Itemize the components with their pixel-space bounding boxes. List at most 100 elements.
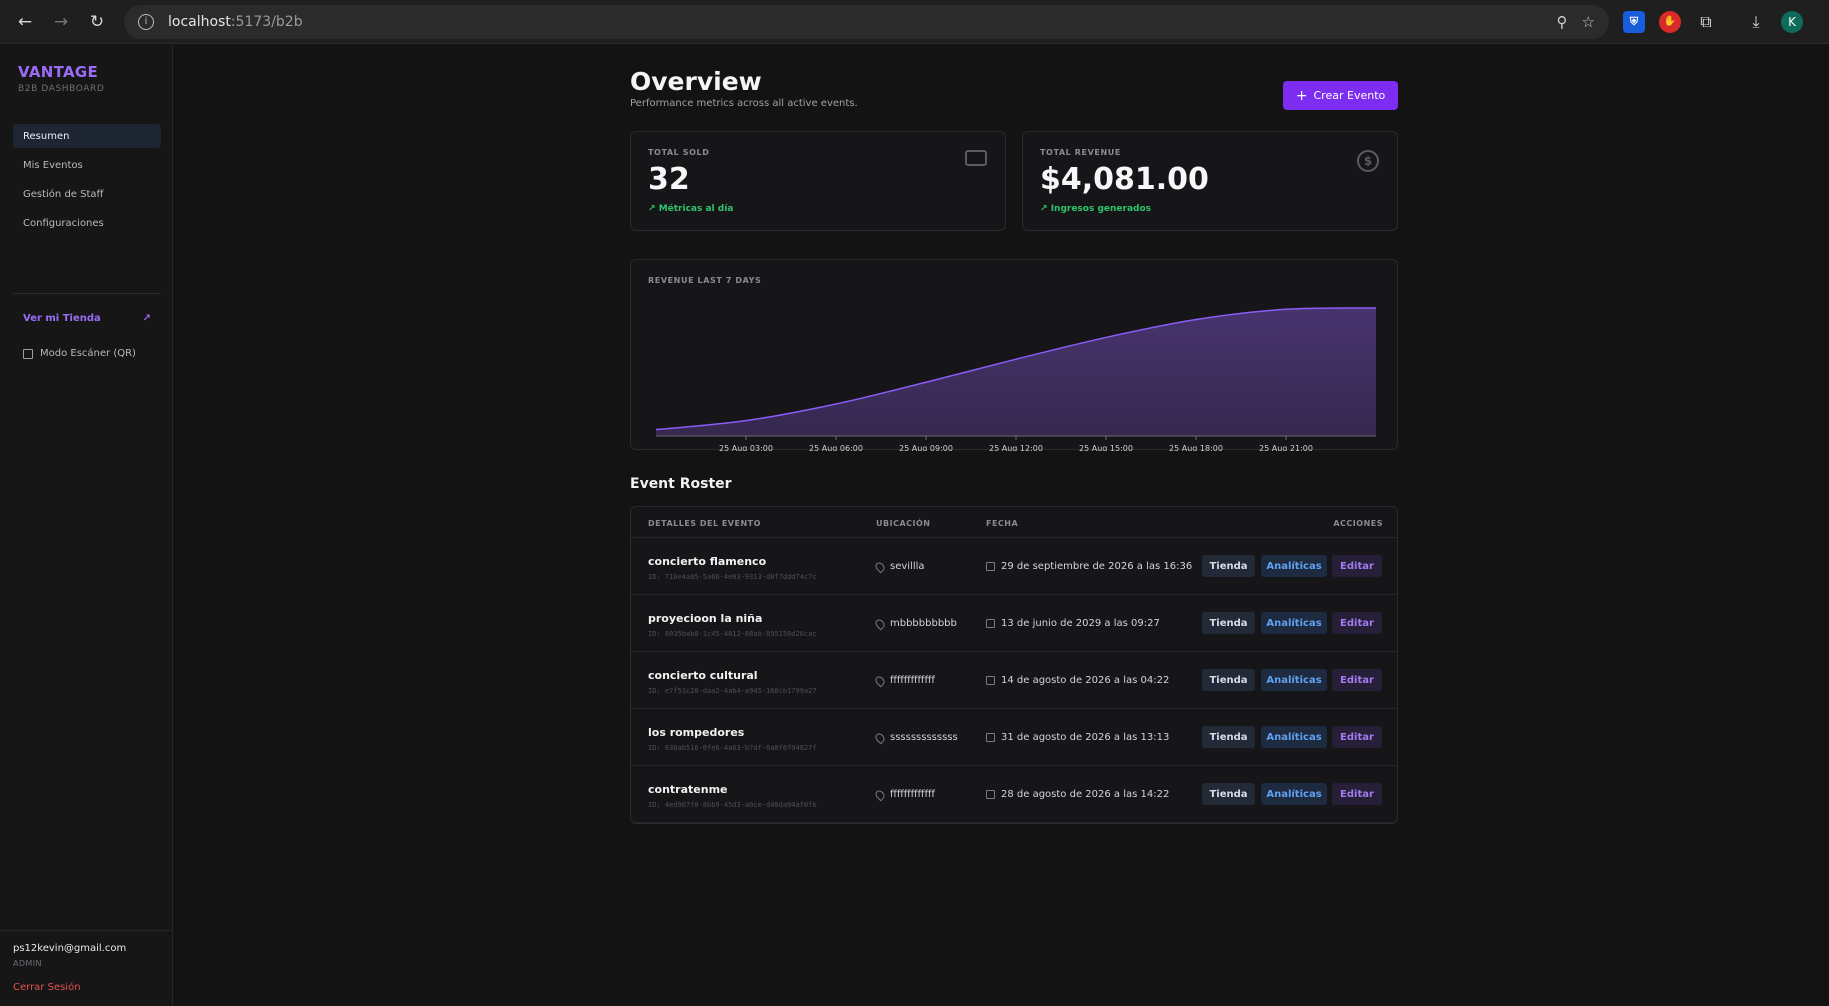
event-location-label: sssssssssssss [890,732,958,743]
external-link-icon: ↗ [142,313,151,324]
sidebar-item-mis-eventos[interactable]: Mis Eventos [23,159,83,171]
stat-trend-label: Ingresos generados [1050,204,1152,214]
edit-button[interactable]: Editar [1332,669,1382,691]
col-header-actions: ACCIONES [1333,519,1383,528]
brand-name: VANTAGE [18,63,99,81]
event-id: ID: 636ab516-0fe6-4a63-b7df-6a0f6f94827f [648,744,817,752]
event-location-label: mbbbbbbbbb [890,618,957,629]
map-pin-icon: . [873,788,887,801]
event-id: ID: 8035bab0-1c45-4812-88ab-895150d26cac [648,630,817,638]
reload-icon[interactable]: ↻ [89,11,105,32]
logout-link[interactable]: Cerrar Sesión [13,982,81,993]
forward-icon[interactable]: → [53,11,69,32]
create-event-label: Crear Evento [1313,89,1386,102]
bookmark-star-icon[interactable]: ☆ [1581,12,1595,31]
event-date: . 14 de agosto de 2026 a las 04:22 [986,675,1169,686]
calendar-icon: . [986,676,995,685]
revenue-series-line [655,307,1377,431]
table-row: los rompedores ID: 636ab516-0fe6-4a63-b7d… [631,709,1397,766]
edit-button[interactable]: Editar [1332,555,1382,577]
sidebar-footer-divider [0,930,172,931]
back-icon[interactable]: ← [17,11,33,32]
col-header-details: DETALLES DEL EVENTO [648,519,761,528]
sidebar: VANTAGE B2B DASHBOARD Resumen Mis Evento… [0,45,173,1006]
map-pin-icon: . [873,674,887,687]
scanner-mode-link[interactable]: . Modo Escáner (QR) [23,348,136,359]
create-event-button[interactable]: + Crear Evento [1283,81,1398,110]
analytics-button[interactable]: Analíticas [1261,555,1327,577]
x-tick-label: 25 Aug 21:00 [1259,444,1313,451]
event-location: .fffffffffffff [873,674,935,687]
x-tick-label: 25 Aug 15:00 [1079,444,1133,451]
analytics-button[interactable]: Analíticas [1261,612,1327,634]
page-title: Overview [630,67,762,96]
edit-button[interactable]: Editar [1332,612,1382,634]
store-button[interactable]: Tienda [1202,783,1255,805]
x-tick-label: 25 Aug 18:00 [1169,444,1223,451]
event-date-label: 28 de agosto de 2026 a las 14:22 [1001,789,1170,800]
download-icon[interactable]: ⤓ [1752,11,1760,31]
sidebar-divider [13,293,161,294]
edit-button[interactable]: Editar [1332,726,1382,748]
stat-label: TOTAL REVENUE [1040,148,1121,157]
sidebar-item-resumen[interactable]: Resumen [13,124,161,148]
url-host: localhost [168,13,231,30]
stat-card-total-sold: TOTAL SOLD 32 ↗ Métricas al día . [630,131,1006,231]
address-bar[interactable]: i localhost :5173/b2b ⚲ ☆ [124,4,1609,39]
stat-trend: ↗ Métricas al día [648,204,733,214]
analytics-button[interactable]: Analíticas [1261,783,1327,805]
col-header-date: FECHA [986,519,1019,528]
zoom-icon[interactable]: ⚲ [1556,12,1568,31]
url-path: :5173/b2b [230,13,303,30]
store-button[interactable]: Tienda [1202,726,1255,748]
stat-trend: ↗ Ingresos generados [1040,204,1151,214]
sidebar-item-gestion-staff[interactable]: Gestión de Staff [23,188,104,200]
sidebar-item-configuraciones[interactable]: Configuraciones [23,217,104,229]
user-role: ADMIN [13,959,42,968]
revenue-chart-card: REVENUE LAST 7 DAYS 25 Aug 03:00 25 Aug 0… [630,259,1398,451]
table-row: proyecioon la niña ID: 8035bab0-1c45-4812… [631,595,1397,652]
event-date: . 29 de septiembre de 2026 a las 16:36 [986,561,1192,572]
store-button[interactable]: Tienda [1202,555,1255,577]
view-store-label: Ver mi Tienda [23,313,101,324]
event-date-label: 14 de agosto de 2026 a las 04:22 [1001,675,1170,686]
plus-icon: + [1295,87,1308,104]
event-date-label: 31 de agosto de 2026 a las 13:13 [1001,732,1170,743]
event-roster-title: Event Roster [630,476,732,492]
view-store-link[interactable]: Ver mi Tienda ↗ [23,313,151,324]
trend-up-icon: ↗ [648,204,656,214]
site-info-icon[interactable]: i [138,13,154,30]
profile-avatar[interactable]: K [1781,10,1803,33]
stat-label: TOTAL SOLD [648,148,710,157]
map-pin-icon: . [873,731,887,744]
event-location: .mbbbbbbbbb [873,617,957,630]
red-extension-icon[interactable]: ✋ [1659,10,1681,33]
analytics-button[interactable]: Analíticas [1261,726,1327,748]
event-name: proyecioon la niña [648,612,763,625]
event-roster-table: DETALLES DEL EVENTO UBICACIÓN FECHA ACCI… [630,506,1398,824]
revenue-area-chart: 25 Aug 03:00 25 Aug 06:00 25 Aug 09:00 25 A… [655,307,1377,451]
stat-trend-label: Métricas al día [658,204,734,214]
edit-button[interactable]: Editar [1332,783,1382,805]
qr-scan-icon: . [23,348,33,359]
bitwarden-extension-icon[interactable]: ⛨ [1623,10,1645,33]
event-id: ID: 710e4a05-5a66-4e03-9313-d8f7ddd74c7c [648,573,817,581]
stat-card-total-revenue: TOTAL REVENUE $4,081.00 ↗ Ingresos gener… [1022,131,1398,231]
event-name: contratenme [648,783,728,796]
map-pin-icon: . [873,617,887,630]
user-email: ps12kevin@gmail.com [13,943,127,954]
store-button[interactable]: Tienda [1202,612,1255,634]
event-date: . 28 de agosto de 2026 a las 14:22 [986,789,1169,800]
analytics-button[interactable]: Analíticas [1261,669,1327,691]
event-location-label: sevillla [890,561,925,572]
extensions-puzzle-icon[interactable]: ⧉ [1700,11,1712,31]
calendar-icon: . [986,733,995,742]
event-name: concierto cultural [648,669,758,682]
x-tick-label: 25 Aug 09:00 [899,444,953,451]
store-button[interactable]: Tienda [1202,669,1255,691]
x-tick-label: 25 Aug 12:00 [989,444,1043,451]
event-location: .sssssssssssss [873,731,958,744]
col-header-location: UBICACIÓN [876,519,931,528]
ticket-icon: . [965,150,987,166]
event-location: .fffffffffffff [873,788,935,801]
